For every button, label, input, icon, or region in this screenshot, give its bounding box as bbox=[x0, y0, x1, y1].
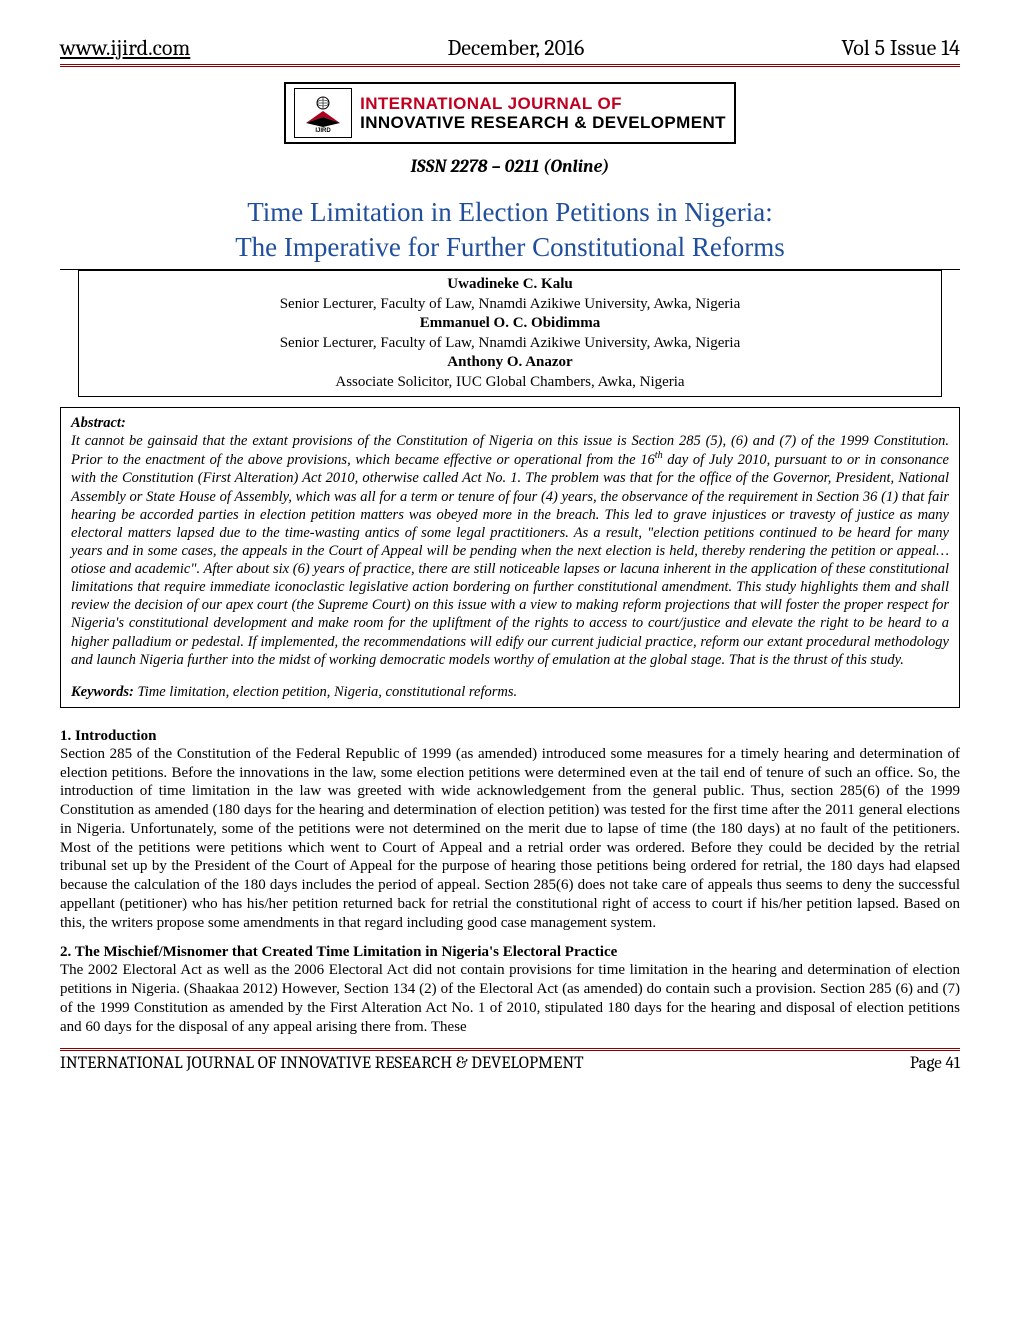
abstract-body: It cannot be gainsaid that the extant pr… bbox=[71, 433, 949, 667]
logo-line-2: INNOVATIVE RESEARCH & DEVELOPMENT bbox=[360, 114, 726, 131]
abstract-box: Abstract: It cannot be gainsaid that the… bbox=[60, 407, 960, 708]
site-url[interactable]: www.ijird.com bbox=[60, 35, 190, 61]
journal-logo-container: IJIRD INTERNATIONAL JOURNAL OF INNOVATIV… bbox=[60, 82, 960, 144]
keywords-row: Keywords: Time limitation, election peti… bbox=[71, 683, 949, 701]
author-affiliation-2: Senior Lecturer, Faculty of Law, Nnamdi … bbox=[87, 334, 933, 354]
authors-box: Uwadineke C. Kalu Senior Lecturer, Facul… bbox=[78, 270, 942, 397]
logo-line-1: INTERNATIONAL JOURNAL OF bbox=[360, 95, 726, 112]
footer-journal: INTERNATIONAL JOURNAL OF INNOVATIVE RESE… bbox=[60, 1054, 584, 1073]
logo-emblem-icon: IJIRD bbox=[294, 88, 352, 138]
abstract-heading: Abstract: bbox=[71, 415, 126, 431]
volume-issue: Vol 5 Issue 14 bbox=[842, 35, 960, 61]
journal-logo: IJIRD INTERNATIONAL JOURNAL OF INNOVATIV… bbox=[284, 82, 736, 144]
abstract-sup: th bbox=[655, 450, 663, 461]
keywords-label: Keywords: bbox=[71, 684, 134, 700]
article-title: Time Limitation in Election Petitions in… bbox=[60, 195, 960, 265]
title-line-2: The Imperative for Further Constitutiona… bbox=[235, 232, 785, 262]
author-name-3: Anthony O. Anazor bbox=[87, 353, 933, 373]
section-2-body: The 2002 Electoral Act as well as the 20… bbox=[60, 961, 960, 1036]
author-affiliation-3: Associate Solicitor, IUC Global Chambers… bbox=[87, 373, 933, 393]
page-footer: INTERNATIONAL JOURNAL OF INNOVATIVE RESE… bbox=[60, 1048, 960, 1073]
footer-page: Page 41 bbox=[910, 1054, 960, 1073]
page-header: www.ijird.com December, 2016 Vol 5 Issue… bbox=[60, 35, 960, 67]
section-1-heading: 1. Introduction bbox=[60, 728, 960, 745]
section-1-body: Section 285 of the Constitution of the F… bbox=[60, 745, 960, 933]
author-name-1: Uwadineke C. Kalu bbox=[87, 275, 933, 295]
publication-date: December, 2016 bbox=[448, 35, 585, 61]
author-name-2: Emmanuel O. C. Obidimma bbox=[87, 314, 933, 334]
abstract-body-post: day of July 2010, pursuant to or in cons… bbox=[71, 452, 949, 667]
author-affiliation-1: Senior Lecturer, Faculty of Law, Nnamdi … bbox=[87, 295, 933, 315]
title-line-1: Time Limitation in Election Petitions in… bbox=[247, 197, 772, 227]
issn-label: ISSN 2278 – 0211 (Online) bbox=[60, 156, 960, 177]
keywords-text: Time limitation, election petition, Nige… bbox=[134, 684, 517, 700]
section-2-heading: 2. The Mischief/Misnomer that Created Ti… bbox=[60, 944, 960, 961]
logo-text: INTERNATIONAL JOURNAL OF INNOVATIVE RESE… bbox=[360, 95, 726, 131]
svg-text:IJIRD: IJIRD bbox=[315, 128, 331, 133]
